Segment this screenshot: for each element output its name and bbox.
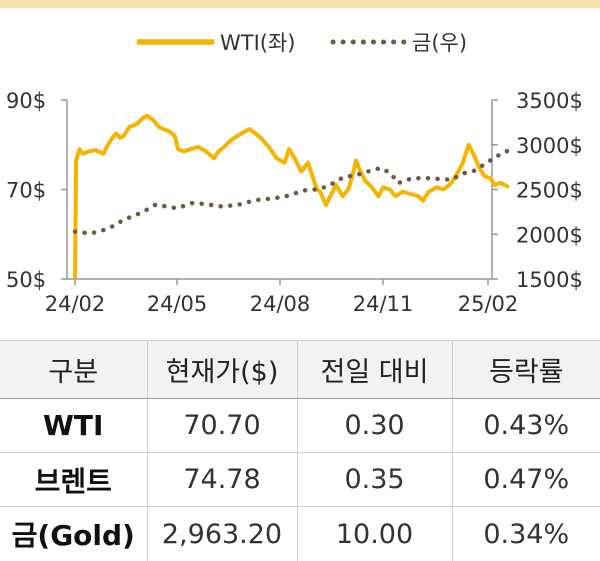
right-tick-label: 2500$ [516,179,583,203]
x-tick-label: 25/02 [458,292,519,316]
cell-change: 0.30 [296,398,452,454]
legend-wti-label: WTI(좌) [220,31,296,55]
cell-price: 70.70 [146,398,297,454]
left-tick-label: 70$ [6,179,46,203]
x-tick-label: 24/05 [147,292,208,316]
header-change: 전일 대비 [296,340,452,399]
right-tick-label: 3500$ [516,89,583,113]
cell-change: 0.35 [296,452,452,508]
x-tick-label: 24/02 [45,292,106,316]
header-category: 구분 [0,340,147,399]
table-row: WTI 70.70 0.30 0.43% [0,398,600,454]
wti-line [73,113,510,279]
top-border [0,0,600,8]
x-tick-label: 24/08 [250,292,311,316]
cell-rate: 0.47% [451,452,600,508]
right-tick-label: 1500$ [516,268,583,292]
table-row: 브렌트 74.78 0.35 0.47% [0,452,600,508]
header-price: 현재가($) [146,340,297,399]
price-chart: 90$ 70$ 50$ 3500$ 3000$ 2500$ 2000$ 1500$ 24/02 2… [6,31,583,316]
cell-rate: 0.43% [451,398,600,454]
legend-gold-label: 금(우) [412,31,467,55]
table-row: 금(Gold) 2,963.20 10.00 0.34% [0,506,600,561]
gold-line [72,148,510,236]
cell-price: 2,963.20 [146,506,297,561]
row-name-wti: WTI [0,398,147,454]
cell-change: 10.00 [296,506,452,561]
cell-price: 74.78 [146,452,297,508]
header-rate: 등락률 [451,340,600,399]
table-header-row: 구분 현재가($) 전일 대비 등락률 [0,340,600,399]
row-name-gold: 금(Gold) [11,519,135,553]
cell-rate: 0.34% [451,506,600,561]
left-tick-label: 50$ [6,268,46,292]
right-tick-label: 3000$ [516,134,583,158]
x-tick-label: 24/11 [353,292,414,316]
price-table: 구분 현재가($) 전일 대비 등락률 WTI 70.70 0.30 0.43%… [0,340,600,561]
row-name-brent: 브렌트 [0,452,147,508]
left-tick-label: 90$ [6,89,46,113]
right-tick-label: 2000$ [516,223,583,247]
